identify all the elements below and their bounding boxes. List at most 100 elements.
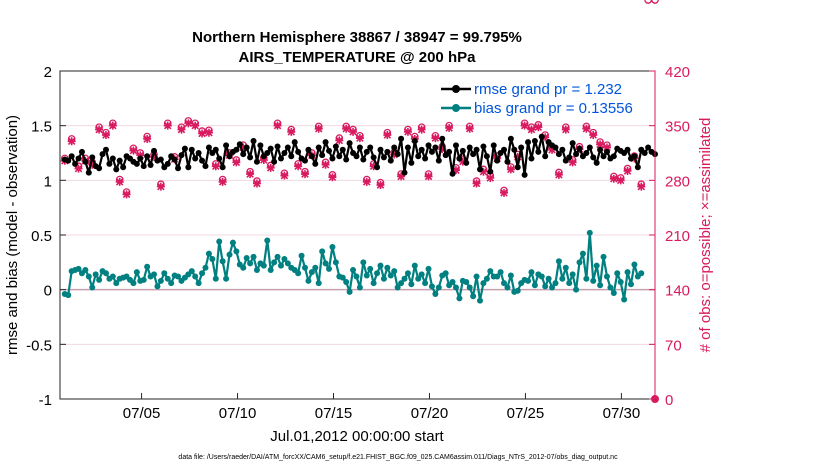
bias-point	[322, 260, 329, 267]
bias-point	[102, 270, 109, 277]
bias-point	[96, 276, 103, 283]
rmse-point	[329, 155, 336, 162]
obs-assimilated-point	[204, 128, 213, 137]
bias-point	[476, 297, 483, 304]
obs-assimilated-point	[328, 173, 337, 182]
bias-point	[329, 244, 336, 251]
bias-point	[504, 284, 511, 291]
bias-point	[576, 259, 583, 266]
bias-point	[638, 270, 645, 277]
bias-point	[175, 273, 182, 280]
rmse-point	[483, 153, 490, 160]
rmse-point	[147, 162, 154, 169]
bias-point	[562, 264, 569, 271]
legend-rmse-label: rmse grand pr = 1.232	[474, 81, 622, 98]
bias-point	[398, 280, 405, 287]
bias-point	[387, 272, 394, 279]
rmse-point	[411, 137, 418, 144]
obs-assimilated-point	[582, 124, 591, 133]
rmse-point	[555, 151, 562, 158]
left-tick-label: -1	[39, 392, 52, 409]
obs-assimilated-point	[177, 125, 186, 134]
bias-point	[195, 280, 202, 287]
rmse-point	[566, 154, 573, 161]
rmse-point	[195, 150, 202, 156]
rmse-point	[473, 146, 480, 153]
rmse-point	[308, 153, 315, 160]
bias-point	[617, 279, 624, 286]
obs-assimilated-point	[383, 131, 392, 140]
rmse-point	[257, 142, 264, 149]
rmse-point	[72, 160, 79, 167]
rmse-point	[199, 157, 206, 164]
obs-assimilated-point	[438, 145, 447, 154]
bias-point	[470, 293, 477, 300]
rmse-point	[106, 160, 113, 167]
rmse-point	[181, 145, 188, 152]
bias-point	[384, 264, 391, 271]
bias-point	[308, 269, 315, 276]
bias-point	[240, 264, 247, 271]
rmse-point	[401, 169, 408, 176]
bias-point	[607, 284, 614, 291]
obs-assimilated-point	[500, 188, 509, 197]
obs-assimilated-point	[431, 134, 440, 143]
right-axis: 0 70 140 210 280 350 420	[649, 64, 690, 409]
obs-assimilated-point	[362, 177, 371, 186]
rmse-point	[85, 169, 92, 176]
obs-assimilated-point	[376, 181, 385, 190]
rmse-point	[277, 155, 284, 162]
bias-point	[473, 273, 480, 280]
obs-assimilated-point	[355, 134, 364, 143]
rmse-point	[528, 155, 535, 162]
rmse-point	[175, 165, 182, 172]
obs-assimilated-point	[67, 137, 76, 146]
obs-assimilated-point	[520, 121, 529, 130]
obs-assimilated-point	[458, 157, 467, 166]
obs-assimilated-point	[568, 158, 577, 167]
bias-point	[404, 270, 411, 277]
rmse-point	[157, 156, 164, 163]
rmse-point	[353, 153, 360, 160]
rmse-point	[264, 150, 271, 156]
x-tick-label: 07/25	[507, 405, 545, 422]
bias-point	[552, 280, 559, 287]
rmse-point	[631, 153, 638, 160]
bias-point	[621, 296, 628, 303]
rmse-point	[284, 144, 291, 151]
bias-point	[339, 274, 346, 281]
bias-point	[569, 271, 576, 278]
rmse-point	[466, 144, 473, 151]
bias-point	[463, 279, 470, 286]
rmse-point	[322, 139, 329, 146]
obs-assimilated-point	[616, 176, 625, 185]
bias-point	[531, 282, 538, 289]
rmse-point	[133, 160, 140, 167]
obs-assimilated-point	[300, 170, 309, 179]
bias-point	[350, 266, 357, 273]
obs-assimilated-point	[637, 182, 646, 191]
rmse-point	[288, 153, 295, 160]
rmse-point	[428, 148, 435, 155]
right-tick-label: 350	[665, 119, 690, 136]
rmse-point	[439, 135, 446, 142]
rmse-point	[250, 137, 257, 144]
bias-point	[75, 265, 82, 272]
bias-point	[456, 295, 463, 302]
bias-point	[133, 269, 140, 276]
rmse-point	[109, 155, 116, 162]
x-axis-label: Jul.01,2012 00:00:00 start	[270, 428, 444, 445]
legend-box	[437, 78, 650, 119]
rmse-point	[185, 164, 192, 171]
obs-assimilated-point	[548, 145, 557, 154]
rmse-point	[332, 143, 339, 150]
bias-point	[442, 270, 449, 277]
rmse-point	[281, 150, 288, 156]
obs-assimilated-point	[314, 124, 323, 133]
rmse-point	[374, 164, 381, 171]
bias-point	[593, 262, 600, 269]
obs-assimilated-point	[486, 173, 495, 182]
rmse-point	[576, 145, 583, 152]
bias-point	[428, 283, 435, 290]
bias-series	[61, 229, 645, 304]
